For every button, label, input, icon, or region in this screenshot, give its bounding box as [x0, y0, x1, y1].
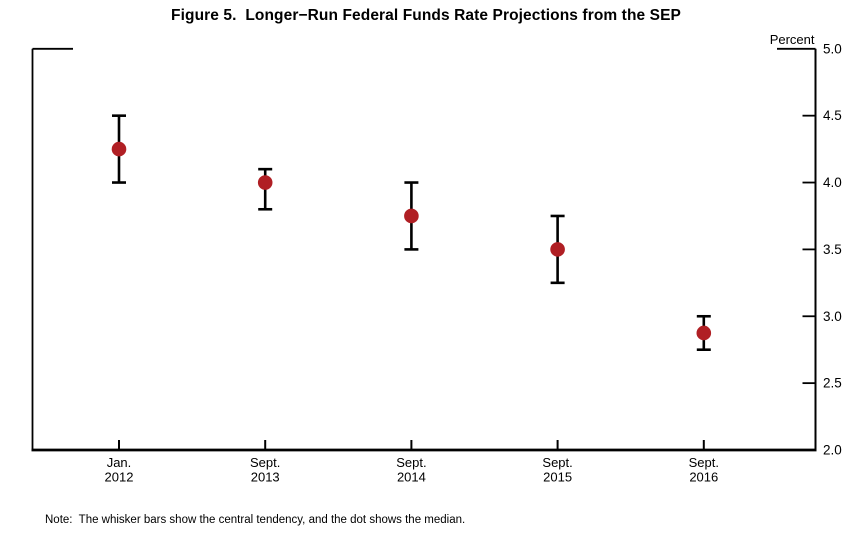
y-tick-label: 3.5 — [823, 242, 842, 257]
note-line: Note: The whisker bars show the central … — [45, 513, 466, 526]
x-tick-label-month: Sept. — [689, 455, 719, 470]
y-tick-label: 5.0 — [823, 41, 842, 56]
x-tick-label-month: Sept. — [250, 455, 280, 470]
median-dot — [404, 208, 419, 224]
median-dot — [550, 242, 565, 257]
y-tick-label: 2.5 — [823, 376, 842, 391]
median-dot — [696, 325, 712, 341]
y-tick-label: 4.0 — [823, 175, 842, 190]
figure-notes: Note: The whisker bars show the central … — [30, 484, 840, 534]
figure-title: Figure 5. Longer−Run Federal Funds Rate … — [171, 7, 681, 24]
x-tick-label-year: 2012 — [105, 470, 134, 485]
y-tick-label: 4.5 — [823, 108, 842, 123]
x-tick-label-month: Sept. — [396, 455, 426, 470]
y-axis-unit-label: Percent — [770, 32, 815, 47]
x-tick-label-year: 2015 — [543, 470, 572, 485]
y-tick-label: 3.0 — [823, 309, 842, 324]
y-tick-label: 2.0 — [823, 443, 842, 458]
x-tick-label-month: Jan. — [107, 455, 132, 470]
x-tick-label-month: Sept. — [542, 455, 572, 470]
x-tick-label-year: 2014 — [397, 470, 426, 485]
median-dot — [257, 175, 273, 190]
x-tick-label-year: 2016 — [689, 470, 718, 485]
x-tick-label-year: 2013 — [251, 470, 280, 485]
median-dot — [111, 141, 127, 157]
